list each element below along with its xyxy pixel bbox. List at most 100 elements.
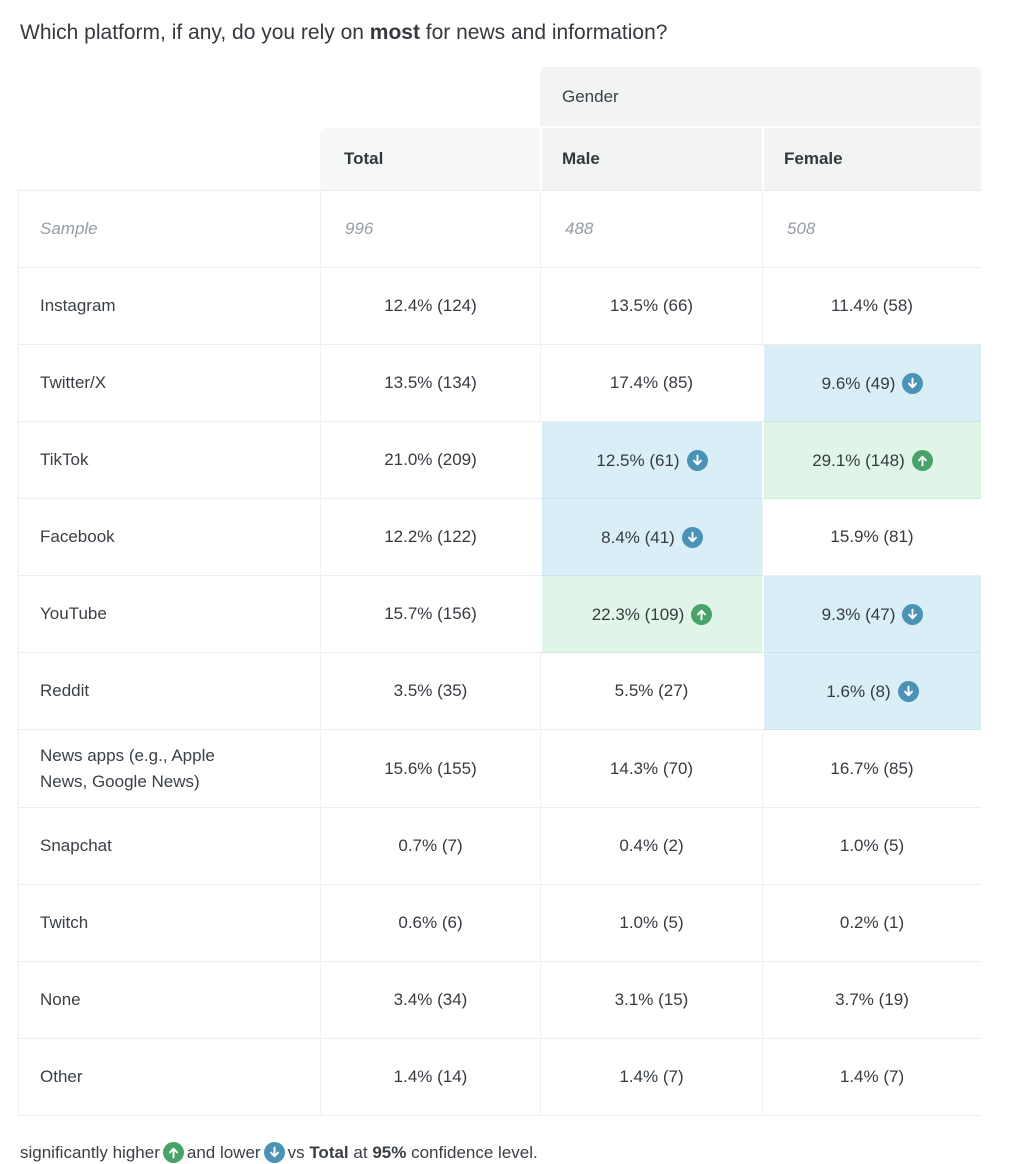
title-prefix: Which platform, if any, do you rely on bbox=[20, 21, 370, 44]
value-cell: 3.5% (35) bbox=[320, 653, 540, 730]
cell-value: 16.7% (85) bbox=[830, 758, 914, 778]
footnote-confidence-bold: 95% bbox=[372, 1143, 407, 1162]
table-row: Twitter/X 13.5% (134) 17.4% (85) 9.6% (49) bbox=[18, 345, 982, 422]
footnote-text: vs bbox=[287, 1143, 305, 1162]
cell-value: 1.4% (7) bbox=[839, 1067, 905, 1086]
table-row: News apps (e.g., Apple News, Google News… bbox=[18, 730, 982, 808]
table-body: Sample 996 488 508 Instagram 12.4% (124) 13.5%… bbox=[18, 191, 982, 1116]
value-cell-significant-higher: 22.3% (109) bbox=[540, 576, 762, 653]
value-cell: 13.5% (134) bbox=[320, 345, 540, 422]
row-label: Twitter/X bbox=[18, 345, 320, 422]
table-row: Instagram 12.4% (124) 13.5% (66) 11.4% (58) bbox=[18, 268, 982, 345]
title-emphasis: most bbox=[369, 21, 420, 44]
value-cell: 12.2% (122) bbox=[320, 499, 540, 576]
row-label: Reddit bbox=[18, 653, 320, 730]
value-cell-significant-lower: 9.3% (47) bbox=[762, 576, 982, 653]
value-cell-significant-lower: 9.6% (49) bbox=[762, 345, 982, 422]
value-cell: 1.4% (7) bbox=[762, 1039, 982, 1116]
value-cell-significant-lower: 1.6% (8) bbox=[762, 653, 982, 730]
table-row: Twitch 0.6% (6) 1.0% (5) 0.2% (1) bbox=[18, 885, 982, 962]
cell-value: 0.2% (1) bbox=[839, 913, 905, 932]
cell-value: 1.4% (14) bbox=[393, 1067, 468, 1086]
cell-value: 9.3% (47) bbox=[821, 604, 896, 624]
value-cell: 15.6% (155) bbox=[320, 730, 540, 808]
row-label: Facebook bbox=[18, 499, 320, 576]
cell-value: 3.7% (19) bbox=[835, 990, 909, 1009]
cell-value: 488 bbox=[565, 219, 594, 238]
cell-value: 9.6% (49) bbox=[821, 373, 896, 393]
column-header-male: Male bbox=[540, 128, 762, 191]
row-label: Sample bbox=[18, 191, 320, 268]
value-cell: 508 bbox=[762, 191, 982, 268]
value-cell-significant-lower: 12.5% (61) bbox=[540, 422, 762, 499]
cell-value: 0.4% (2) bbox=[619, 836, 684, 855]
value-cell: 11.4% (58) bbox=[762, 268, 982, 345]
cell-value: 12.4% (124) bbox=[384, 296, 477, 315]
row-label: Instagram bbox=[18, 268, 320, 345]
value-cell: 1.0% (5) bbox=[540, 885, 762, 962]
row-label: None bbox=[18, 962, 320, 1039]
cell-value: 15.6% (155) bbox=[384, 758, 477, 778]
value-cell: 0.2% (1) bbox=[762, 885, 982, 962]
cell-value: 1.6% (8) bbox=[826, 681, 891, 701]
significance-footnote: significantly higher and lower vs Total at… bbox=[20, 1142, 1024, 1164]
value-cell: 996 bbox=[320, 191, 540, 268]
column-group-row: Gender bbox=[18, 67, 982, 128]
down-arrow-circle-icon bbox=[263, 1142, 285, 1163]
footnote-text: and lower bbox=[186, 1143, 261, 1162]
cell-value: 17.4% (85) bbox=[609, 373, 694, 392]
spacer-cell bbox=[18, 128, 320, 191]
value-cell: 14.3% (70) bbox=[540, 730, 762, 808]
cell-value: 14.3% (70) bbox=[609, 758, 694, 778]
value-cell: 21.0% (209) bbox=[320, 422, 540, 499]
cell-value: 0.7% (7) bbox=[398, 836, 463, 855]
column-header-row: Total Male Female bbox=[18, 128, 982, 191]
cell-value: 15.7% (156) bbox=[384, 604, 477, 623]
value-cell-significant-higher: 29.1% (148) bbox=[762, 422, 982, 499]
value-cell: 1.4% (14) bbox=[320, 1039, 540, 1116]
table-row: Other 1.4% (14) 1.4% (7) 1.4% (7) bbox=[18, 1039, 982, 1116]
up-arrow-circle-icon bbox=[911, 449, 933, 471]
value-cell: 15.9% (81) bbox=[762, 499, 982, 576]
value-cell-significant-lower: 8.4% (41) bbox=[540, 499, 762, 576]
sample-size-row: Sample 996 488 508 bbox=[18, 191, 982, 268]
title-suffix: for news and information? bbox=[419, 21, 668, 44]
cell-value: 508 bbox=[787, 219, 816, 238]
value-cell: 0.7% (7) bbox=[320, 808, 540, 885]
cell-value: 996 bbox=[345, 219, 374, 238]
page-title: Which platform, if any, do you rely on m… bbox=[20, 20, 1024, 46]
cell-value: 12.5% (61) bbox=[596, 450, 680, 470]
row-label: Twitch bbox=[18, 885, 320, 962]
cell-value: 3.4% (34) bbox=[393, 990, 468, 1009]
row-label: News apps (e.g., Apple News, Google News… bbox=[18, 730, 320, 808]
row-label: YouTube bbox=[18, 576, 320, 653]
table-row: Snapchat 0.7% (7) 0.4% (2) 1.0% (5) bbox=[18, 808, 982, 885]
column-header-female: Female bbox=[762, 128, 982, 191]
cell-value: 21.0% (209) bbox=[384, 450, 477, 469]
cell-value: 15.9% (81) bbox=[830, 527, 914, 546]
crosstab-results-table: Gender Total Male Female Sample 996 488 508… bbox=[18, 67, 982, 1116]
value-cell: 13.5% (66) bbox=[540, 268, 762, 345]
value-cell: 16.7% (85) bbox=[762, 730, 982, 808]
value-cell: 5.5% (27) bbox=[540, 653, 762, 730]
cell-value: 13.5% (66) bbox=[609, 296, 694, 315]
table-row: YouTube 15.7% (156) 22.3% (109) 9.3% (47) bbox=[18, 576, 982, 653]
cell-value: 0.6% (6) bbox=[398, 913, 463, 932]
value-cell: 3.4% (34) bbox=[320, 962, 540, 1039]
cell-value: 12.2% (122) bbox=[384, 527, 477, 546]
cell-value: 1.0% (5) bbox=[619, 913, 684, 932]
cell-value: 13.5% (134) bbox=[384, 373, 477, 392]
value-cell: 0.6% (6) bbox=[320, 885, 540, 962]
footnote-text: confidence level. bbox=[411, 1143, 538, 1162]
value-cell: 15.7% (156) bbox=[320, 576, 540, 653]
cell-value: 22.3% (109) bbox=[591, 604, 685, 624]
down-arrow-circle-icon bbox=[897, 680, 919, 702]
cell-value: 1.0% (5) bbox=[839, 836, 905, 855]
footnote-text: significantly higher bbox=[20, 1143, 160, 1162]
cell-value: 29.1% (148) bbox=[812, 450, 905, 470]
down-arrow-circle-icon bbox=[902, 603, 924, 625]
down-arrow-circle-icon bbox=[902, 372, 924, 394]
row-label: Snapchat bbox=[18, 808, 320, 885]
footnote-total-bold: Total bbox=[309, 1143, 349, 1162]
